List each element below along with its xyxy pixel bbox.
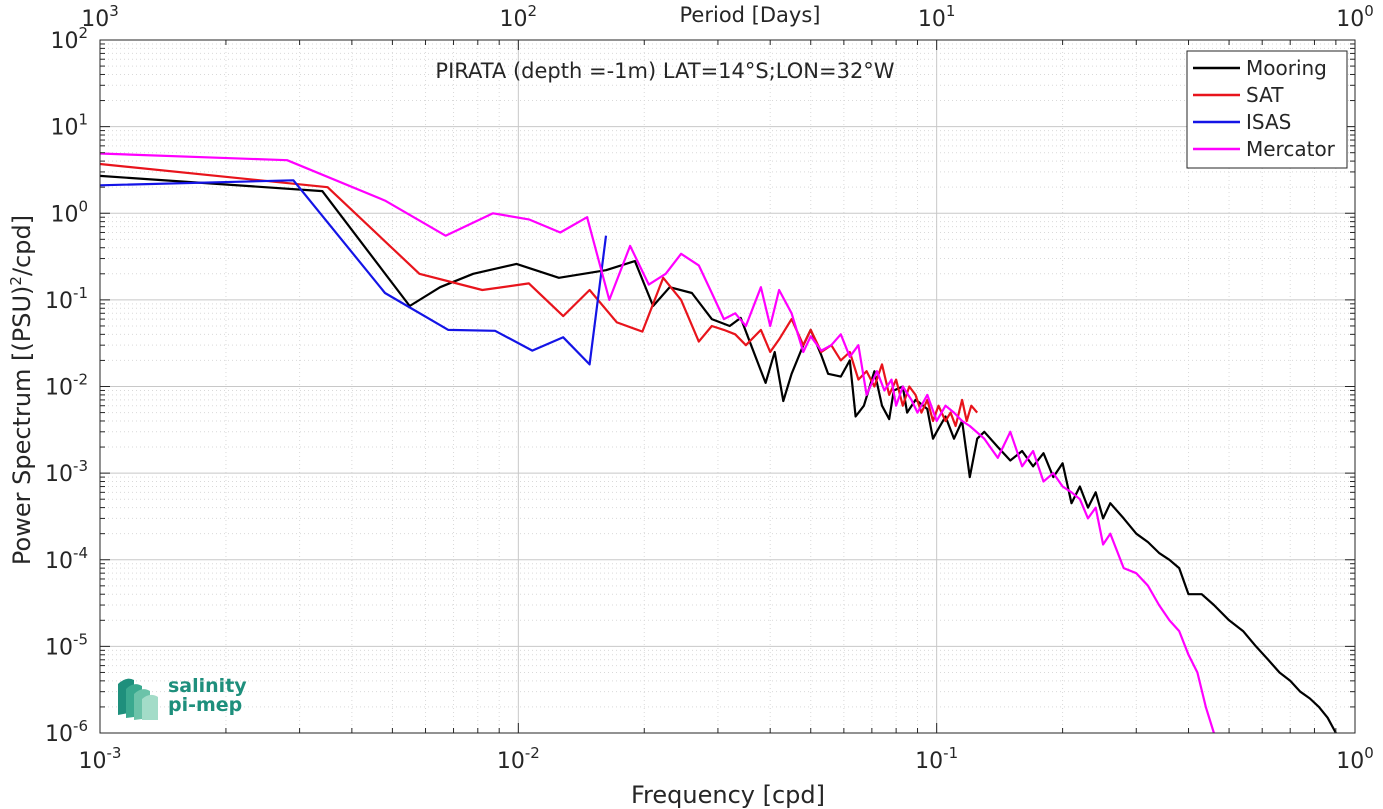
series-lines bbox=[99, 152, 1337, 734]
y-tick-label: 10-3 bbox=[45, 457, 88, 487]
x-axis-label: Frequency [cpd] bbox=[631, 781, 825, 809]
series-line-mercator bbox=[99, 152, 1215, 734]
top-tick-label: 103 bbox=[81, 2, 119, 32]
top-tick-label: 100 bbox=[1336, 2, 1374, 32]
legend-label-isas: ISAS bbox=[1246, 110, 1291, 134]
legend-label-mercator: Mercator bbox=[1246, 137, 1336, 161]
x-tick-label: 10-3 bbox=[79, 744, 122, 774]
chart-title: PIRATA (depth =-1m) LAT=14°S;LON=32°W bbox=[435, 59, 894, 83]
y-tick-label: 10-1 bbox=[45, 284, 88, 314]
y-tick-label: 101 bbox=[50, 111, 88, 141]
top-tick-label: 102 bbox=[500, 2, 538, 32]
y-tick-label: 100 bbox=[50, 197, 88, 227]
y-tick-label: 10-5 bbox=[45, 630, 88, 660]
y-tick-label: 10-2 bbox=[45, 371, 88, 401]
y-tick-label: 10-6 bbox=[45, 717, 88, 747]
x-tick-label: 10-1 bbox=[915, 744, 958, 774]
y-axis-label-sup: 2 bbox=[7, 276, 25, 286]
y-tick-label: 102 bbox=[50, 24, 88, 54]
tick-marks bbox=[99, 39, 1356, 734]
y-axis-label: Power Spectrum [(PSU)2/cpd] bbox=[7, 215, 36, 565]
logo-waves-icon bbox=[118, 678, 158, 720]
salinity-pi-mep-logo: salinity pi-mep bbox=[118, 675, 247, 720]
y-axis-label-main: Power Spectrum [(PSU) bbox=[8, 286, 36, 565]
y-axis-label-tail: /cpd] bbox=[8, 215, 36, 276]
legend-label-sat: SAT bbox=[1246, 83, 1284, 107]
legend: Mooring SAT ISAS Mercator bbox=[1186, 50, 1348, 169]
x-tick-label: 100 bbox=[1336, 744, 1374, 774]
series-line-isas bbox=[99, 179, 608, 366]
y-tick-label: 10-4 bbox=[45, 544, 88, 574]
top-tick-label: 101 bbox=[918, 2, 956, 32]
top-axis-label: Period [Days] bbox=[680, 3, 821, 27]
legend-label-mooring: Mooring bbox=[1246, 56, 1327, 80]
logo-line2: pi-mep bbox=[168, 694, 242, 716]
series-line-mooring bbox=[99, 174, 1337, 734]
logo-line1: salinity bbox=[168, 675, 247, 697]
x-tick-label: 10-2 bbox=[497, 744, 540, 774]
